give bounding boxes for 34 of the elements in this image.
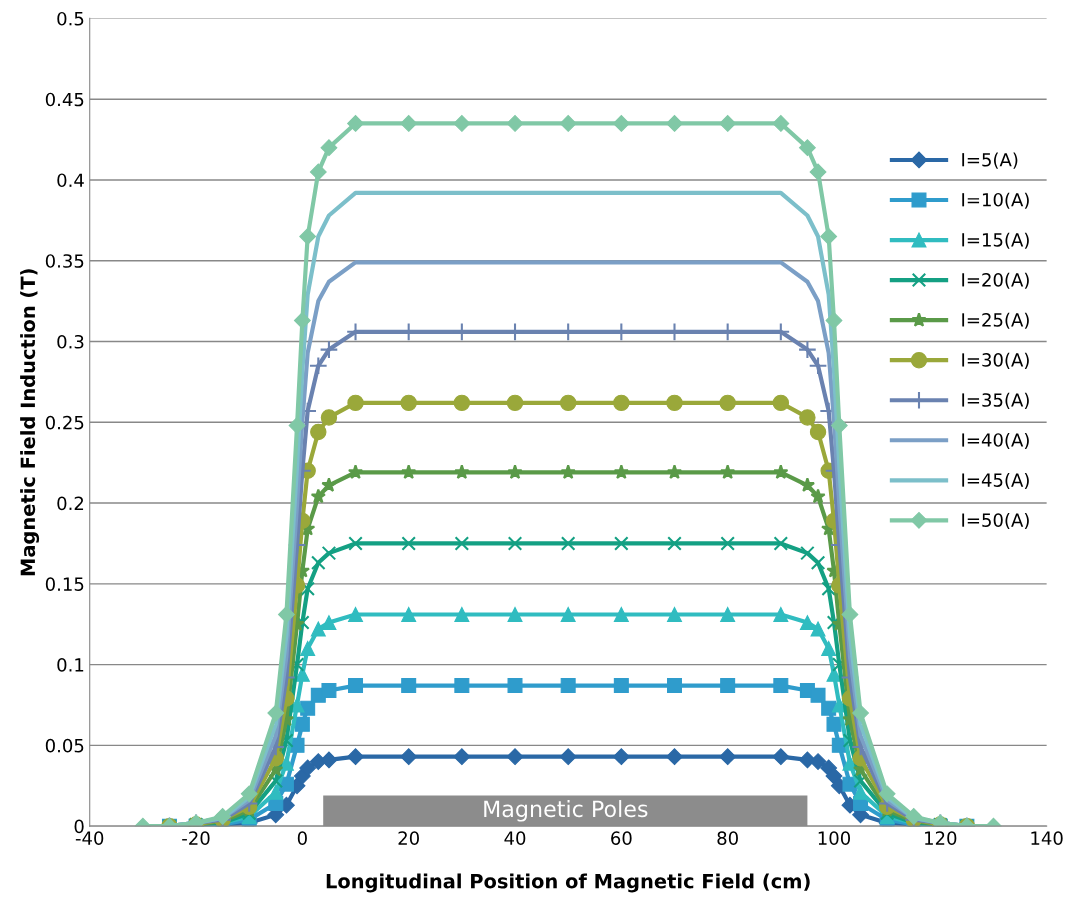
legend-label: I=50(A) — [962, 512, 1029, 530]
x-tick-label: 140 — [1031, 831, 1063, 845]
y-tick-label: 0 — [74, 819, 84, 834]
x-tick-label: 80 — [717, 831, 738, 845]
legend-label: I=10(A) — [962, 192, 1029, 209]
legend-label: I=15(A) — [962, 232, 1029, 249]
x-tick-label: 100 — [818, 831, 851, 845]
legend-label: I=45(A) — [962, 472, 1029, 490]
y-tick-label: 0.15 — [45, 577, 84, 591]
legend-label: I=30(A) — [962, 352, 1029, 369]
y-tick-label: 0.4 — [57, 173, 84, 188]
legend-label: I=35(A) — [962, 392, 1029, 409]
legend-label: I=5(A) — [962, 152, 1018, 169]
y-tick-label: 0.35 — [45, 254, 84, 268]
x-tick-label: 60 — [611, 831, 632, 845]
x-tick-label: 40 — [504, 831, 526, 845]
legend-label: I=25(A) — [962, 312, 1029, 329]
x-axis-title: Longitudinal Position of Magnetic Field (cm) — [326, 873, 810, 893]
y-tick-label: 0.05 — [45, 738, 84, 753]
y-tick-label: 0.5 — [57, 11, 84, 26]
annotation: Magnetic Poles — [484, 800, 648, 822]
y-tick-label: 0.2 — [57, 496, 84, 511]
x-tick-label: 20 — [398, 831, 419, 845]
x-tick-label: -20 — [182, 831, 210, 845]
y-tick-label: 0.1 — [57, 658, 84, 672]
x-tick-label: 120 — [925, 831, 957, 845]
legend-label: I=40(A) — [962, 432, 1029, 449]
legend-label: I=20(A) — [962, 272, 1029, 289]
y-tick-label: 0.45 — [45, 92, 84, 107]
x-tick-label: 0 — [297, 831, 307, 845]
y-axis-title: Magnetic Field Induction (T) — [20, 269, 40, 576]
y-tick-label: 0.25 — [45, 415, 84, 430]
y-tick-label: 0.3 — [57, 334, 84, 349]
x-tick-label: -40 — [75, 831, 104, 845]
